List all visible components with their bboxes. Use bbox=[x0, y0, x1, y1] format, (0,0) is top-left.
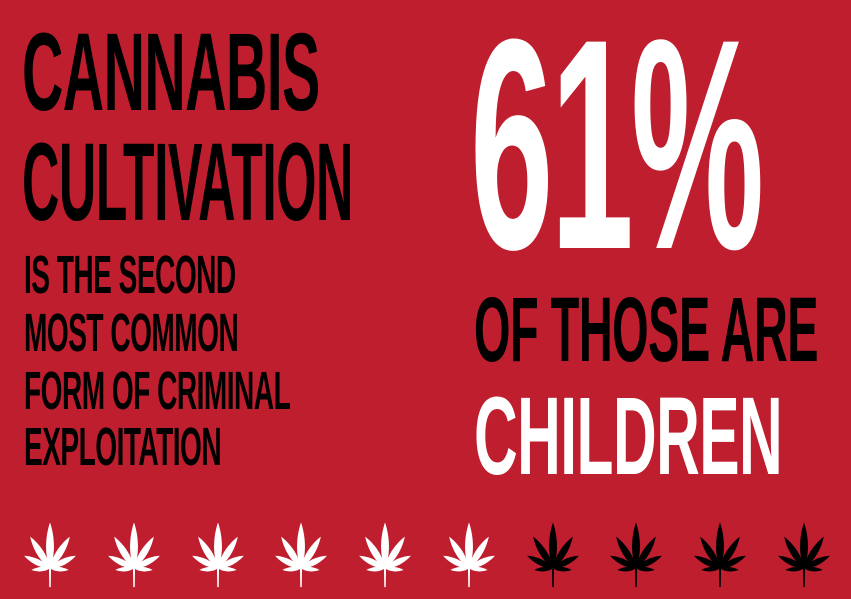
percentage-value: 61% bbox=[470, 0, 764, 312]
subtitle-line-2: MOST COMMON bbox=[24, 303, 239, 363]
cannabis-leaf-icon bbox=[191, 522, 244, 588]
headline-line-1: CANNABIS bbox=[22, 11, 320, 134]
headline-line-2: CULTIVATION bbox=[22, 121, 353, 244]
subtitle-line-3: FORM OF CRIMINAL bbox=[24, 361, 291, 421]
cannabis-leaf-icon bbox=[778, 522, 830, 588]
cannabis-leaf-icon bbox=[526, 522, 579, 588]
subtitle-line-1: IS THE SECOND bbox=[24, 245, 236, 305]
cannabis-leaf-icon bbox=[694, 522, 747, 588]
cannabis-leaf-icon bbox=[359, 522, 411, 588]
percentage-caption-line-1: OF THOSE ARE bbox=[474, 279, 819, 381]
cannabis-leaf-icon bbox=[442, 522, 495, 588]
cannabis-leaf-icon bbox=[610, 522, 663, 588]
percentage-caption-line-2: CHILDREN bbox=[474, 375, 783, 498]
leaf-icon-row bbox=[14, 516, 840, 592]
cannabis-leaf-icon bbox=[107, 522, 160, 588]
cannabis-leaf-icon bbox=[275, 522, 328, 588]
cannabis-leaf-icon bbox=[24, 522, 76, 588]
subtitle-line-4: EXPLOITATION bbox=[24, 417, 222, 477]
